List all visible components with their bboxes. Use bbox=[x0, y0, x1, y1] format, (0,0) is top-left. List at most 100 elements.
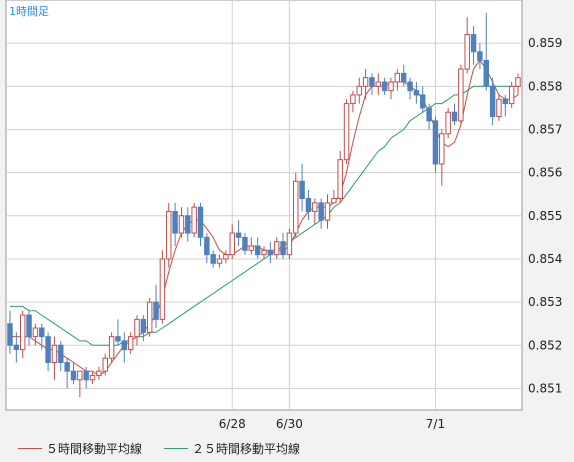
candle bbox=[210, 250, 216, 268]
candle bbox=[369, 73, 375, 95]
candle-body bbox=[318, 202, 324, 221]
candle bbox=[26, 310, 32, 346]
candle-body bbox=[508, 85, 515, 105]
candle bbox=[362, 69, 369, 100]
candle bbox=[445, 107, 451, 139]
candle bbox=[381, 77, 388, 95]
legend-label-ma5: ５時間移動平均線 bbox=[46, 442, 143, 456]
candle-body bbox=[388, 81, 394, 92]
candle bbox=[470, 25, 477, 65]
candle bbox=[508, 82, 515, 108]
legend-item-ma25: ２５時間移動平均線 bbox=[164, 440, 300, 457]
candle-body bbox=[108, 336, 115, 359]
candle-body bbox=[248, 245, 255, 251]
candle bbox=[324, 194, 331, 229]
candle bbox=[134, 315, 140, 346]
candle bbox=[83, 366, 89, 389]
candle-body bbox=[407, 81, 413, 92]
candles bbox=[7, 12, 521, 398]
candle-body bbox=[483, 59, 489, 87]
candle bbox=[375, 73, 382, 95]
candle bbox=[350, 90, 356, 113]
candle bbox=[261, 246, 267, 259]
candle bbox=[496, 94, 502, 121]
candle bbox=[356, 77, 362, 104]
candle-body bbox=[166, 210, 172, 260]
candle-body bbox=[362, 77, 369, 87]
candle-body bbox=[343, 103, 350, 161]
candle bbox=[13, 332, 20, 363]
plot-area bbox=[5, 0, 523, 411]
candle-body bbox=[324, 202, 331, 221]
candle bbox=[70, 362, 77, 385]
y-tick-label: 0.855 bbox=[528, 209, 562, 223]
candle-body bbox=[229, 232, 235, 256]
candle-body bbox=[312, 202, 318, 212]
y-tick-label: 0.852 bbox=[528, 338, 562, 352]
candle-body bbox=[210, 254, 216, 264]
candle bbox=[254, 237, 261, 259]
legend-item-ma5: ５時間移動平均線 bbox=[18, 440, 142, 457]
candle-body bbox=[172, 210, 178, 234]
candle bbox=[166, 202, 172, 268]
legend-swatch-ma25 bbox=[164, 448, 189, 449]
candle bbox=[185, 207, 191, 242]
candle-body bbox=[470, 34, 477, 53]
candle-body bbox=[464, 34, 470, 70]
candle bbox=[204, 233, 210, 264]
candle-body bbox=[496, 98, 502, 118]
candle-body bbox=[375, 81, 382, 87]
candle bbox=[420, 86, 426, 113]
candle-body bbox=[273, 241, 280, 256]
candle-body bbox=[39, 327, 45, 338]
candle-body bbox=[286, 232, 293, 256]
candle bbox=[343, 99, 350, 164]
candle-body bbox=[254, 245, 261, 256]
candle bbox=[58, 340, 64, 372]
candle bbox=[407, 77, 413, 100]
candle bbox=[267, 241, 274, 264]
candle-body bbox=[191, 206, 197, 234]
candle-body bbox=[242, 236, 248, 251]
y-tick-label: 0.853 bbox=[528, 295, 562, 309]
candle-body bbox=[369, 77, 375, 87]
candle bbox=[172, 202, 178, 246]
candle-body bbox=[140, 318, 147, 333]
candle-body bbox=[77, 370, 83, 381]
candle bbox=[216, 254, 223, 268]
x-tick-label: 7/1 bbox=[426, 417, 445, 431]
candle-body bbox=[185, 215, 191, 234]
candle-body bbox=[70, 370, 77, 381]
candle bbox=[400, 64, 407, 87]
x-tick-label: 6/30 bbox=[276, 417, 303, 431]
candle-body bbox=[394, 72, 401, 83]
candle bbox=[64, 358, 70, 389]
candle-body bbox=[223, 254, 229, 260]
x-axis: 6/286/307/17/2 bbox=[219, 417, 445, 431]
candle bbox=[318, 198, 324, 229]
candle bbox=[32, 323, 39, 346]
candle bbox=[242, 233, 248, 255]
candle-body bbox=[26, 314, 32, 338]
candle-body bbox=[19, 314, 26, 351]
candle-body bbox=[299, 180, 305, 200]
candle bbox=[426, 103, 432, 130]
candle-body bbox=[204, 236, 210, 256]
y-tick-label: 0.857 bbox=[528, 122, 562, 136]
candle-body bbox=[121, 340, 128, 351]
candle-body bbox=[261, 249, 267, 256]
legend-label-ma25: ２５時間移動平均線 bbox=[192, 442, 301, 456]
candle bbox=[197, 202, 204, 246]
candle-body bbox=[413, 90, 420, 96]
candle-body bbox=[45, 336, 51, 364]
candle-body bbox=[502, 98, 509, 105]
candle bbox=[312, 198, 318, 225]
candle bbox=[432, 116, 439, 173]
candle bbox=[477, 43, 483, 70]
candle bbox=[451, 103, 458, 126]
y-tick-label: 0.851 bbox=[528, 381, 562, 395]
legend-swatch-ma5 bbox=[18, 448, 42, 449]
candle bbox=[235, 220, 242, 246]
candle bbox=[331, 189, 337, 204]
